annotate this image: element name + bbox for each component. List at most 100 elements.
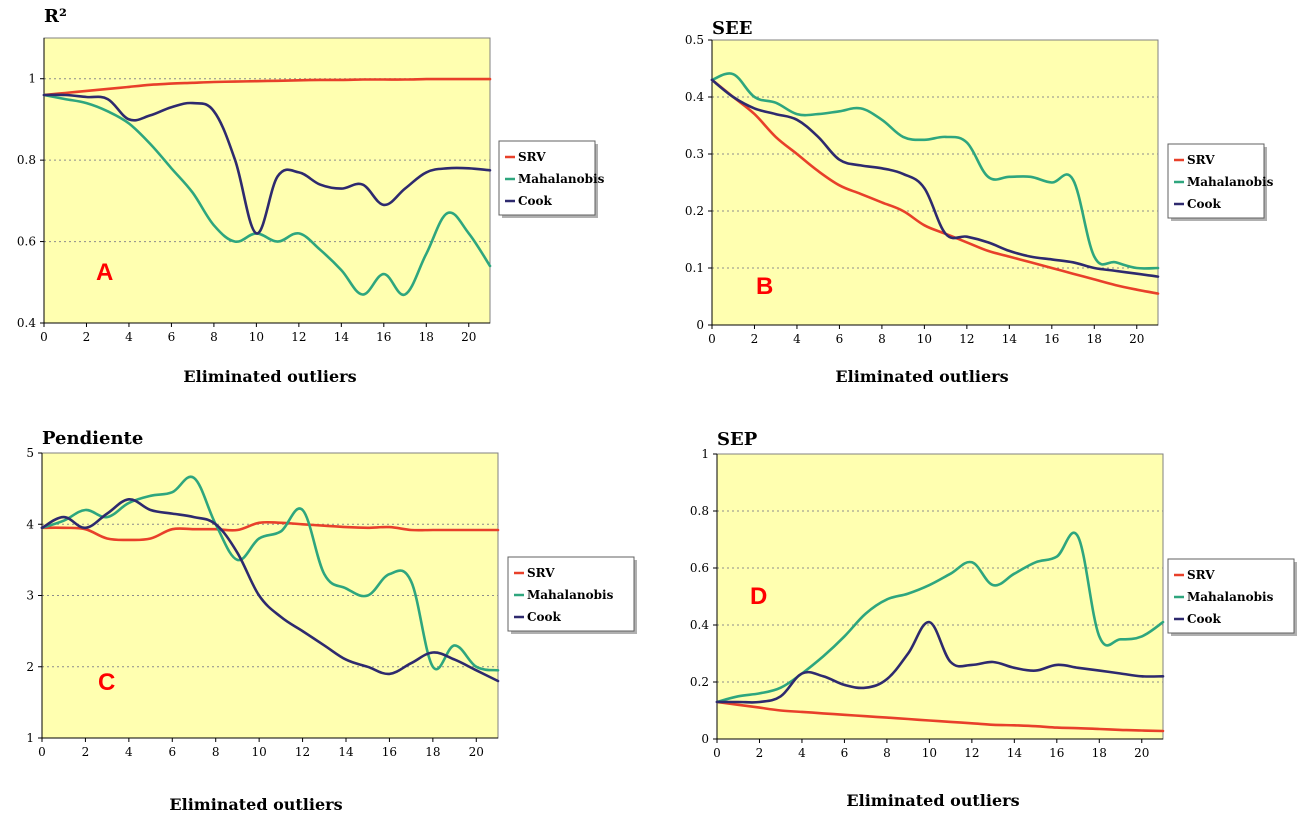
x-tick-label: 14 xyxy=(1002,332,1018,346)
x-tick-label: 20 xyxy=(461,330,476,344)
series-line-cook xyxy=(715,620,1165,704)
legend: SRV Mahalanobis Cook xyxy=(498,140,605,218)
chart-title: R² xyxy=(44,6,67,27)
y-tick-label: 0.4 xyxy=(17,316,36,330)
legend-entry: Cook xyxy=(1187,612,1222,626)
x-tick-label: 16 xyxy=(1049,746,1064,760)
x-axis-label: Eliminated outliers xyxy=(183,367,356,386)
series-line-cook xyxy=(42,93,492,235)
y-tick-label: 0.2 xyxy=(690,675,709,689)
x-tick-label: 2 xyxy=(756,746,764,760)
x-tick-label: 10 xyxy=(249,330,264,344)
x-tick-label: 12 xyxy=(291,330,306,344)
x-tick-label: 16 xyxy=(1044,332,1059,346)
y-tick-label: 0.8 xyxy=(690,504,709,518)
chart-panel-d: 00.20.40.60.810 2 4 6 8 10 12 14 16 18 20SEPElimin… xyxy=(690,429,1297,810)
chart-panel-b: 0 0.1 0.2 0.3 0.4 0.5 0 2 4 6 8 10 12 14 16 18 20 SEE Elim… xyxy=(685,18,1274,386)
legend-entry: SRV xyxy=(1187,153,1215,167)
y-tick-label: 0 xyxy=(696,318,704,332)
plot-area xyxy=(711,39,1159,326)
y-tick-label: 1 xyxy=(28,72,36,86)
chart-title: Pendiente xyxy=(42,428,143,449)
x-tick-label: 20 xyxy=(1129,332,1144,346)
y-tick-label: 4 xyxy=(26,517,34,531)
chart-panel-a: 0.40.60.810 2 4 6 8 10 12 14 16 18 20R²Eliminated … xyxy=(17,6,605,386)
panel-letter: A xyxy=(96,259,113,286)
x-tick-label: 18 xyxy=(1087,332,1102,346)
x-tick-label: 16 xyxy=(382,745,397,759)
series-line-mahalanobis xyxy=(40,475,500,672)
legend: SRV Mahalanobis Cook xyxy=(1167,143,1274,221)
series-line-cook xyxy=(40,498,500,683)
x-tick-label: 14 xyxy=(334,330,350,344)
series-line-srv xyxy=(710,78,1160,295)
legend-entry: Cook xyxy=(518,194,553,208)
x-tick-label: 8 xyxy=(210,330,218,344)
x-tick-label: 6 xyxy=(168,745,176,759)
plot-area xyxy=(716,453,1164,740)
x-tick-label: 8 xyxy=(212,745,220,759)
legend-entry: SRV xyxy=(527,566,555,580)
series-line-srv xyxy=(42,77,492,97)
y-tick-label: 0.8 xyxy=(17,153,36,167)
x-tick-label: 18 xyxy=(419,330,434,344)
panel-letter: B xyxy=(756,273,773,300)
y-tick-label: 0.4 xyxy=(690,618,709,632)
legend: SRV Mahalanobis Cook xyxy=(1167,558,1297,636)
series-line-mahalanobis xyxy=(42,93,492,296)
chart-title: SEP xyxy=(717,429,758,450)
series-line-srv xyxy=(715,700,1165,733)
x-tick-label: 0 xyxy=(713,746,721,760)
x-axis-label: Eliminated outliers xyxy=(835,367,1008,386)
y-tick-label: 3 xyxy=(26,589,34,603)
y-tick-label: 5 xyxy=(26,446,34,460)
legend-entry: SRV xyxy=(518,150,546,164)
y-tick-label: 2 xyxy=(26,660,34,674)
chart-title: SEE xyxy=(712,18,752,39)
legend-entry: Mahalanobis xyxy=(527,588,614,602)
y-tick-label: 1 xyxy=(701,447,709,461)
x-tick-label: 4 xyxy=(125,745,133,759)
legend-entry: SRV xyxy=(1187,568,1215,582)
x-tick-label: 0 xyxy=(40,330,48,344)
x-tick-label: 6 xyxy=(168,330,176,344)
x-tick-label: 18 xyxy=(1092,746,1107,760)
series-line-mahalanobis xyxy=(710,72,1160,270)
x-tick-label: 10 xyxy=(252,745,267,759)
x-tick-label: 14 xyxy=(338,745,354,759)
y-tick-label: 0.1 xyxy=(685,261,704,275)
x-tick-label: 18 xyxy=(425,745,440,759)
x-tick-label: 2 xyxy=(83,330,91,344)
x-tick-label: 6 xyxy=(841,746,849,760)
legend-entry: Mahalanobis xyxy=(518,172,605,186)
series-line-srv xyxy=(40,520,500,542)
legend-box xyxy=(1167,558,1295,634)
x-tick-label: 4 xyxy=(793,332,801,346)
x-tick-label: 12 xyxy=(295,745,310,759)
legend-entry: Mahalanobis xyxy=(1187,175,1274,189)
x-axis-label: Eliminated outliers xyxy=(169,795,342,814)
x-tick-label: 0 xyxy=(708,332,716,346)
x-tick-label: 20 xyxy=(1134,746,1149,760)
x-tick-label: 10 xyxy=(917,332,932,346)
panel-letter: D xyxy=(750,583,767,610)
x-tick-label: 2 xyxy=(751,332,759,346)
panel-letter: C xyxy=(98,669,115,696)
y-tick-label: 0.6 xyxy=(17,235,36,249)
y-tick-label: 0.3 xyxy=(685,147,704,161)
legend-entry: Cook xyxy=(1187,197,1222,211)
series-line-mahalanobis xyxy=(715,531,1165,704)
x-tick-label: 12 xyxy=(959,332,974,346)
x-tick-label: 16 xyxy=(376,330,391,344)
x-tick-label: 10 xyxy=(922,746,937,760)
x-tick-label: 20 xyxy=(469,745,484,759)
legend-box xyxy=(507,556,635,632)
y-tick-label: 1 xyxy=(26,731,34,745)
x-tick-label: 8 xyxy=(883,746,891,760)
y-tick-label: 0.6 xyxy=(690,561,709,575)
legend: SRV Mahalanobis Cook xyxy=(507,556,637,634)
legend-entry: Mahalanobis xyxy=(1187,590,1274,604)
x-tick-label: 4 xyxy=(798,746,806,760)
